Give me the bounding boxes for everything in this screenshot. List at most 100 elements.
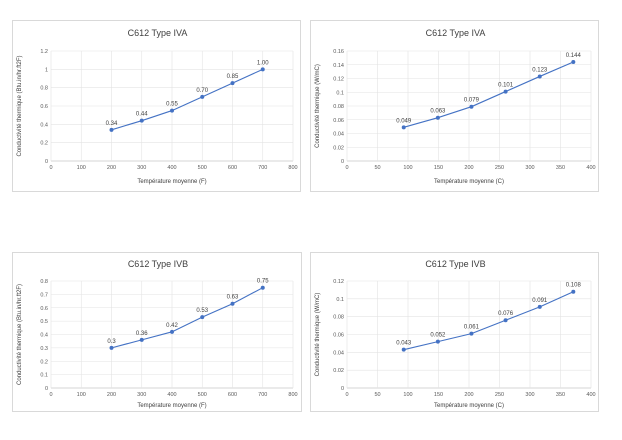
x-tick-label: 600 (228, 392, 237, 398)
y-tick-label: 0.08 (333, 315, 344, 321)
series-line (403, 291, 574, 351)
y-tick-label: 0.2 (40, 141, 48, 147)
data-point (401, 125, 406, 130)
data-point (435, 339, 440, 344)
x-tick-label: 250 (495, 392, 504, 398)
x-tick-label: 300 (137, 165, 146, 171)
y-tick-label: 0.4 (40, 122, 48, 128)
y-tick-label: 0.8 (40, 86, 48, 92)
data-point (469, 104, 474, 109)
y-tick-label: 0.6 (40, 104, 48, 110)
chart-svg: C612 Type IVB 0 0.1 0.2 0.3 0.4 0.5 0.6 0.7 0.8 0 1… (17, 259, 298, 409)
x-tick-label: 0 (345, 165, 348, 171)
y-tick-label: 0.04 (333, 132, 344, 138)
data-label: 0.55 (166, 102, 178, 108)
data-label: 0.85 (227, 74, 239, 80)
x-tick-label: 100 (403, 392, 412, 398)
y-axis-title: Conductivité thermique (W/mC) (315, 64, 321, 148)
data-label: 0.043 (396, 341, 412, 347)
data-point (139, 337, 144, 342)
chart-panel-ivb-celsius: C612 Type IVB 0 0.02 0.04 0.06 0.08 0.1 0.12 0 50… (310, 252, 599, 412)
x-tick-label: 500 (198, 392, 207, 398)
data-label: 0.63 (227, 295, 239, 301)
x-tick-label: 500 (198, 165, 207, 171)
chart-panel-ivb-fahrenheit: C612 Type IVB 0 0.1 0.2 0.3 0.4 0.5 0.6 0.7 0.8 0 1… (12, 252, 302, 412)
x-tick-label: 200 (464, 165, 473, 171)
x-tick-label: 400 (167, 165, 176, 171)
data-point (230, 81, 235, 86)
x-axis-title: Température moyenne (C) (434, 179, 504, 185)
x-tick-label: 300 (525, 165, 534, 171)
x-tick-label: 150 (434, 165, 443, 171)
chart-title: C612 Type IVB (128, 259, 188, 269)
data-label: 0.75 (257, 279, 269, 285)
data-point (109, 127, 114, 132)
data-point (260, 285, 265, 290)
y-tick-label: 0.5 (40, 319, 48, 325)
y-axis-title: Conductivité thermique (W/mC) (315, 293, 321, 377)
x-tick-label: 100 (77, 392, 86, 398)
x-tick-label: 350 (556, 165, 565, 171)
data-point (571, 60, 576, 64)
y-tick-label: 0.12 (333, 77, 344, 83)
x-tick-label: 400 (167, 392, 176, 398)
x-tick-label: 200 (107, 165, 116, 171)
chart-svg: C612 Type IVA 0 0.02 0.04 0.06 0.08 0.1 0.12 0.1… (315, 28, 596, 185)
x-tick-label: 800 (288, 165, 297, 171)
x-axis-title: Température moyenne (F) (137, 403, 206, 409)
data-label: 0.091 (532, 298, 548, 304)
y-tick-label: 0.3 (40, 346, 48, 352)
x-tick-label: 250 (495, 165, 504, 171)
data-label: 0.70 (196, 88, 208, 94)
data-point (230, 301, 235, 306)
data-label: 0.36 (136, 331, 148, 337)
data-label: 0.101 (498, 83, 514, 89)
y-tick-label: 1 (45, 67, 48, 73)
x-tick-label: 150 (434, 392, 443, 398)
data-point (200, 94, 205, 99)
data-point (503, 318, 508, 323)
y-tick-label: 1.2 (40, 49, 48, 55)
y-tick-label: 0.1 (336, 90, 344, 96)
series-line (111, 287, 264, 349)
x-tick-label: 300 (137, 392, 146, 398)
series-line (111, 68, 263, 131)
y-tick-label: 0.4 (40, 333, 48, 339)
data-point (537, 304, 542, 309)
y-tick-label: 0.06 (333, 118, 344, 124)
x-tick-label: 100 (77, 165, 86, 171)
data-point (260, 67, 265, 72)
y-tick-label: 0.02 (333, 145, 344, 151)
chart-panel-iva-celsius: C612 Type IVA 0 0.02 0.04 0.06 0.08 0.1 0.12 0.1… (310, 20, 599, 192)
data-point (435, 115, 440, 120)
x-tick-label: 0 (345, 392, 348, 398)
y-tick-label: 0.7 (40, 292, 48, 298)
data-label: 0.42 (166, 323, 178, 329)
data-point (571, 289, 576, 294)
y-tick-label: 0.14 (333, 63, 344, 69)
y-tick-label: 0 (341, 159, 344, 165)
data-label: 0.53 (196, 308, 208, 314)
data-label: 0.123 (532, 67, 548, 73)
data-label: 0.076 (498, 311, 514, 317)
y-axis-title: Conductivité thermique (Btu.in/hr.ft2F) (17, 55, 23, 156)
y-tick-label: 0 (45, 159, 48, 165)
x-tick-label: 400 (586, 392, 595, 398)
y-tick-label: 0.04 (333, 350, 344, 356)
y-tick-label: 0.08 (333, 104, 344, 110)
x-tick-label: 700 (258, 392, 267, 398)
data-label: 0.052 (430, 333, 446, 339)
x-tick-label: 200 (107, 392, 116, 398)
data-point (200, 315, 205, 320)
data-label: 0.34 (106, 121, 118, 127)
x-tick-label: 0 (49, 392, 52, 398)
y-tick-label: 0.16 (333, 49, 344, 55)
y-tick-label: 0.1 (336, 297, 344, 303)
chart-svg: C612 Type IVA 0 0.2 0.4 0.6 0.8 1 1.2 0 100 200 300… (17, 28, 298, 185)
y-tick-label: 0.12 (333, 279, 344, 285)
x-tick-label: 300 (525, 392, 534, 398)
x-tick-label: 350 (556, 392, 565, 398)
data-point (537, 74, 542, 79)
series-line (403, 61, 574, 128)
data-point (170, 329, 174, 334)
